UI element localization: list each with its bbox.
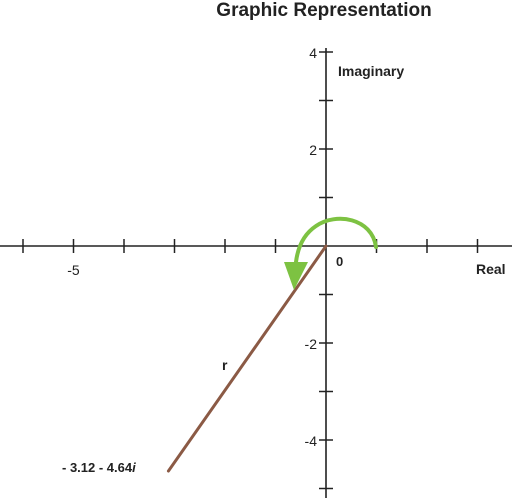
angle-arrowhead: [284, 262, 308, 290]
real-axis-label: Real: [476, 261, 506, 277]
y-tick-label: -4: [305, 433, 318, 449]
origin-label: 0: [336, 254, 343, 269]
radius-vector: [166, 244, 328, 473]
angle-arc: [294, 216, 378, 264]
tick-labels: -5 4 2 -2 -4: [67, 45, 317, 449]
axis-ticks: [22, 51, 479, 490]
imaginary-axis-label: Imaginary: [338, 63, 404, 79]
x-tick-label: -5: [67, 262, 80, 278]
point-label-i: i: [132, 460, 136, 475]
y-tick-label: -2: [305, 336, 318, 352]
y-tick-label: 2: [309, 142, 317, 158]
y-tick-label: 4: [309, 45, 317, 61]
diagram-title: Graphic Representation: [216, 0, 432, 21]
point-label: - 3.12 - 4.64i: [62, 460, 136, 475]
point-label-main: - 3.12 - 4.64: [62, 460, 133, 475]
radius-label: r: [222, 357, 228, 373]
